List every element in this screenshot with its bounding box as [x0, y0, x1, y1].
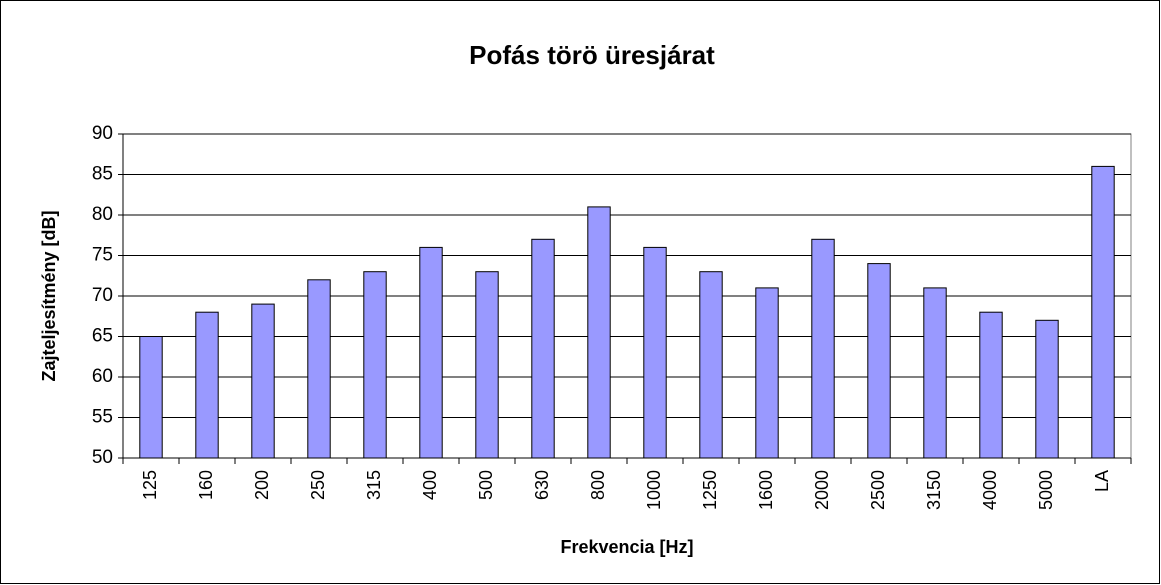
- x-tick-label: 800: [588, 470, 608, 500]
- x-tick-label: 3150: [924, 470, 944, 510]
- y-tick-label: 65: [92, 326, 113, 347]
- bar: [419, 246, 443, 459]
- y-tick-label: 85: [92, 164, 113, 185]
- y-tick-label: 70: [92, 285, 113, 306]
- bar: [699, 271, 723, 459]
- y-tick-label: 90: [92, 123, 113, 144]
- bar: [1035, 319, 1059, 459]
- bar: [979, 311, 1003, 459]
- bar: [251, 303, 275, 459]
- bar: [867, 263, 891, 459]
- bar: [587, 206, 611, 459]
- x-tick-label: 125: [140, 470, 160, 500]
- x-tick-label: 500: [476, 470, 496, 500]
- x-tick-label: 4000: [980, 470, 1000, 510]
- bar: [475, 271, 499, 459]
- x-tick-label: 400: [420, 470, 440, 500]
- bar: [643, 246, 667, 459]
- y-axis-label: Zajteljesítmény [dB]: [39, 210, 59, 381]
- bar: [195, 311, 219, 459]
- x-tick-label: 1000: [644, 470, 664, 510]
- y-tick-label: 55: [92, 407, 113, 428]
- x-tick-label: 315: [364, 470, 384, 500]
- x-tick-label: 2500: [868, 470, 888, 510]
- y-tick-label: 50: [92, 447, 113, 468]
- y-tick-label: 60: [92, 366, 113, 387]
- bar: [531, 238, 555, 459]
- bar: [755, 287, 779, 459]
- bar: [363, 271, 387, 459]
- x-tick-label: 2000: [812, 470, 832, 510]
- x-tick-label: 160: [196, 470, 216, 500]
- bar: [923, 287, 947, 459]
- x-tick-label: 200: [252, 470, 272, 500]
- x-tick-label: 630: [532, 470, 552, 500]
- x-tick-label: 1250: [700, 470, 720, 510]
- x-tick-label: LA: [1092, 470, 1112, 492]
- x-tick-label: 1600: [756, 470, 776, 510]
- y-tick-label: 75: [92, 245, 113, 266]
- bar: [307, 279, 331, 459]
- bar: [1091, 165, 1115, 459]
- y-tick-label: 80: [92, 204, 113, 225]
- bar: [811, 238, 835, 459]
- x-tick-label: 250: [308, 470, 328, 500]
- x-axis-label: Frekvencia [Hz]: [560, 537, 693, 557]
- bar: [139, 336, 163, 459]
- x-tick-label: 5000: [1036, 470, 1056, 510]
- chart-title: Pofás törö üresjárat: [469, 40, 715, 70]
